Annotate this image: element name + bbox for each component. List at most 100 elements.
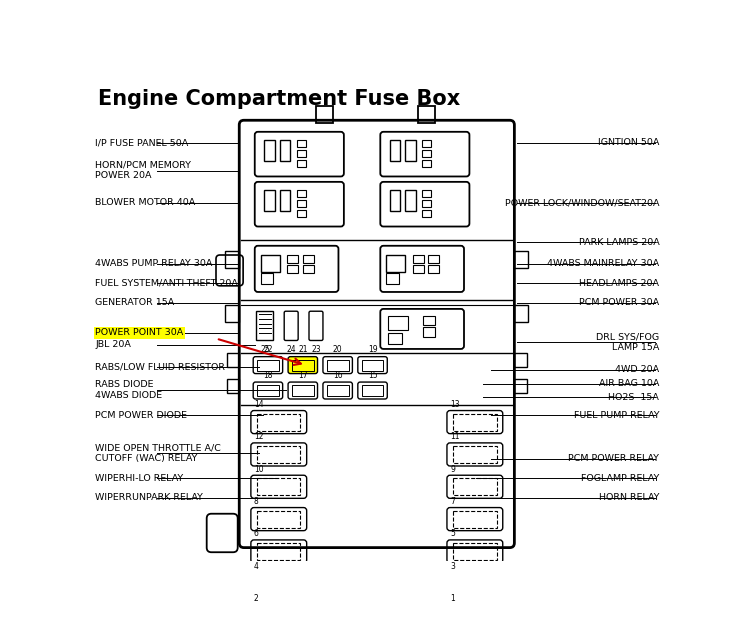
Text: WIPERHI-LO RELAY: WIPERHI-LO RELAY [95,474,183,483]
Text: 13: 13 [450,400,460,409]
Text: HORN RELAY: HORN RELAY [599,493,659,502]
Bar [428,255,439,263]
Bar [297,139,306,147]
Bar [297,200,306,207]
Bar [297,210,306,217]
Text: 25: 25 [260,345,269,354]
Bar [389,190,400,211]
Bar [297,149,306,158]
Text: POWER POINT 30A: POWER POINT 30A [95,328,183,337]
Text: HEADLAMPS 20A: HEADLAMPS 20A [579,278,659,288]
Bar [422,190,431,197]
Text: 4: 4 [254,562,259,571]
Text: RABS DIODE
4WABS DIODE: RABS DIODE 4WABS DIODE [95,381,162,399]
Bar [388,333,402,343]
Bar [257,575,300,592]
Text: 17: 17 [298,370,308,380]
Bar [405,190,416,211]
Text: 23: 23 [311,345,321,354]
Text: JBL 20A: JBL 20A [95,340,131,349]
Bar [280,190,291,211]
Bar [453,414,497,430]
FancyBboxPatch shape [288,357,317,374]
Bar [453,608,497,624]
Bar [227,353,239,367]
Bar [422,139,431,147]
Bar [361,360,383,370]
Bar [287,255,298,263]
Text: 4WABS PUMP RELAY 30A: 4WABS PUMP RELAY 30A [95,260,213,268]
Text: 2: 2 [254,594,259,603]
Bar [316,106,333,123]
Text: 5: 5 [450,529,455,539]
Bar [514,353,527,367]
Text: 22: 22 [263,345,272,354]
Bar [302,255,314,263]
Text: 14: 14 [254,400,263,409]
Bar [388,316,408,329]
Bar [423,316,435,325]
Text: 9: 9 [450,465,455,474]
Bar [264,190,275,211]
Text: 10: 10 [254,465,263,474]
Bar [514,251,528,268]
Bar [227,379,239,393]
Bar [257,608,300,624]
Bar [297,190,306,197]
Bar [225,251,239,268]
Bar [386,273,399,284]
Text: 20: 20 [333,345,342,354]
Text: 15: 15 [368,370,378,380]
Text: GENERATOR 15A: GENERATOR 15A [95,298,174,307]
Text: Engine Compartment Fuse Box: Engine Compartment Fuse Box [98,89,461,110]
Text: 3: 3 [450,562,455,571]
Bar [386,255,405,272]
Text: WIPERRUNPARK RELAY: WIPERRUNPARK RELAY [95,493,203,502]
Bar [453,575,497,592]
Bar [453,543,497,560]
Bar [261,273,273,284]
Bar [422,200,431,207]
Text: 8: 8 [254,497,259,506]
Text: 21: 21 [298,345,308,354]
Text: RABS/LOW FLUID RESISTOR: RABS/LOW FLUID RESISTOR [95,362,225,371]
Bar [423,328,435,336]
Text: DRL SYS/FOG
LAMP 15A: DRL SYS/FOG LAMP 15A [596,333,659,352]
Text: 12: 12 [254,432,263,442]
Text: 7: 7 [450,497,455,506]
Bar [514,379,527,393]
Bar [389,139,400,161]
Text: FUEL PUMP RELAY: FUEL PUMP RELAY [573,411,659,420]
Text: 19: 19 [368,345,378,354]
Bar [413,255,424,263]
Bar [422,159,431,167]
Bar [292,360,314,370]
Text: HO2S  15A: HO2S 15A [609,392,659,402]
Bar [257,360,279,370]
Text: 4WD 20A: 4WD 20A [615,365,659,374]
Text: PARK LAMPS 20A: PARK LAMPS 20A [578,238,659,247]
Bar [453,511,497,527]
Bar [514,305,528,322]
Bar [261,255,280,272]
Bar [257,478,300,495]
Text: 6: 6 [254,529,259,539]
Bar [327,385,349,396]
Text: HORN/PCM MEMORY
POWER 20A: HORN/PCM MEMORY POWER 20A [95,161,191,180]
Text: BLOWER MOTOR 40A: BLOWER MOTOR 40A [95,198,195,207]
Bar [418,106,435,123]
Bar [257,511,300,527]
Bar [327,360,349,370]
Bar [256,311,273,340]
Text: PCM POWER RELAY: PCM POWER RELAY [568,454,659,463]
Text: I/P FUSE PANEL 50A: I/P FUSE PANEL 50A [95,138,188,147]
Text: 24: 24 [286,345,296,354]
Text: WIDE OPEN THROTTLE A/C
CUTOFF (WAC) RELAY: WIDE OPEN THROTTLE A/C CUTOFF (WAC) RELA… [95,444,221,462]
Bar [257,446,300,463]
Bar [453,446,497,463]
Bar [422,210,431,217]
Bar [453,478,497,495]
Bar [292,385,314,396]
Bar [413,265,424,273]
Bar [264,139,275,161]
